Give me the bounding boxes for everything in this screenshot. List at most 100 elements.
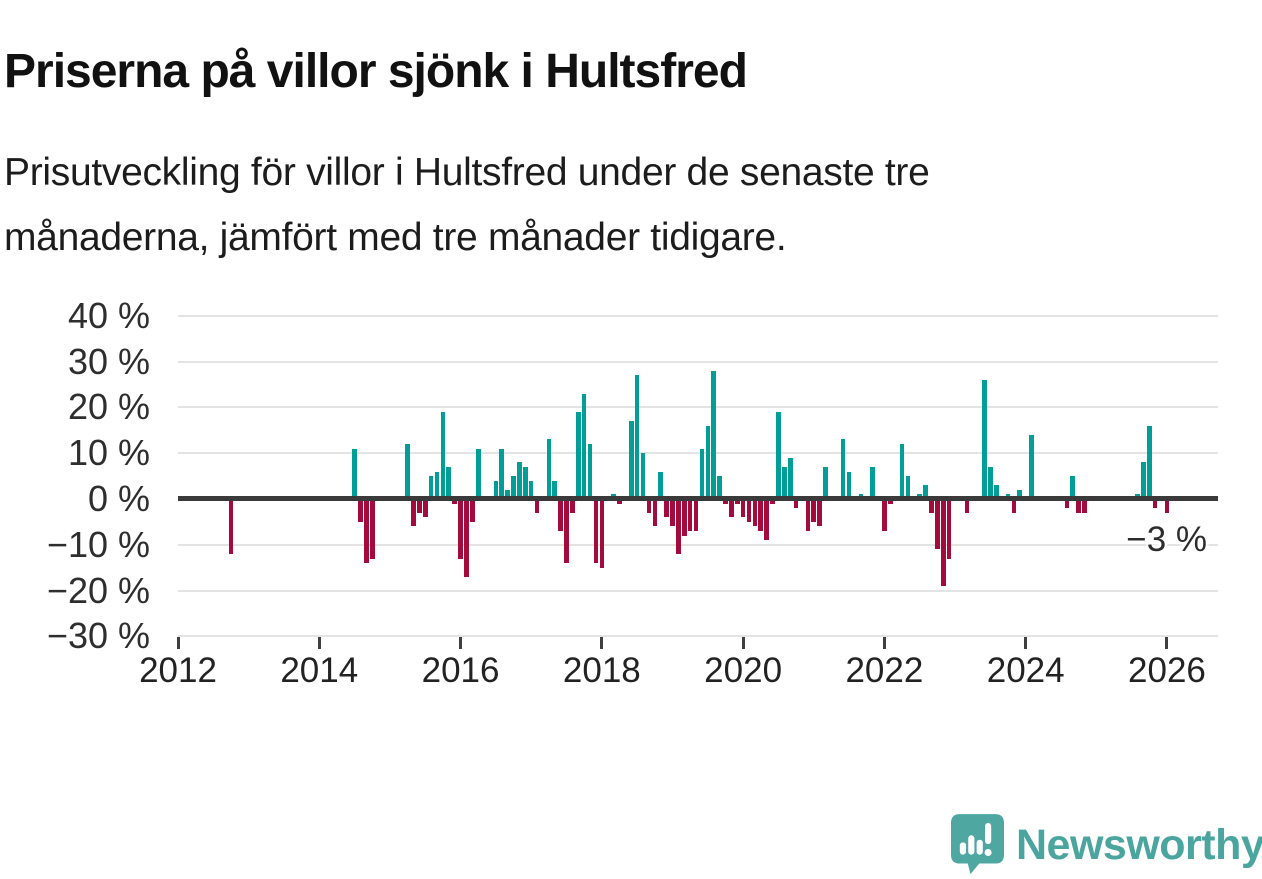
bar: [823, 466, 828, 499]
x-axis-label: 2018: [562, 651, 641, 690]
x-axis-tick: [1024, 637, 1028, 649]
bar: [793, 499, 799, 509]
bar: [470, 499, 475, 522]
y-axis-label: 40 %: [67, 294, 150, 336]
latest-value-label: −3 %: [1126, 520, 1207, 559]
bar: [717, 476, 722, 499]
bar: [405, 444, 410, 499]
bar: [428, 476, 434, 499]
bar: [1164, 499, 1170, 513]
bar: [523, 466, 528, 499]
x-axis-tick: [741, 637, 745, 649]
bar: [493, 480, 499, 499]
bar: [887, 499, 893, 504]
bar: [552, 480, 558, 499]
bar: [1076, 499, 1081, 513]
bar: [923, 485, 928, 499]
bar: [787, 457, 793, 499]
bar: [528, 480, 534, 499]
bar: [770, 499, 775, 504]
y-axis-label: −10 %: [46, 523, 150, 565]
bar: [670, 499, 675, 527]
bar: [1082, 499, 1087, 513]
x-axis-label: 2022: [845, 651, 924, 690]
bar: [988, 466, 993, 499]
gridline: [178, 635, 1218, 638]
gridline: [178, 543, 1218, 546]
bar: [899, 444, 905, 499]
x-axis-tick: [1165, 637, 1169, 649]
bar: [364, 499, 369, 564]
bar: [499, 448, 505, 499]
bar: [1070, 476, 1076, 499]
bar: [546, 439, 552, 499]
bar: [964, 499, 970, 513]
bar: [534, 499, 540, 513]
bar: [517, 462, 522, 499]
bar: [628, 421, 634, 499]
bar: [505, 489, 510, 499]
y-axis-label: −30 %: [46, 615, 150, 657]
bar: [681, 499, 687, 536]
bar: [993, 485, 999, 499]
bar: [846, 471, 852, 499]
bar: [446, 466, 452, 499]
bar: [870, 466, 875, 499]
y-axis-label: 30 %: [67, 340, 150, 382]
bar: [882, 499, 887, 532]
bar: [640, 453, 646, 499]
bar: [652, 499, 658, 527]
bar: [593, 499, 599, 564]
newsworthy-logo-icon: [951, 814, 1004, 875]
bar: [687, 499, 693, 532]
bar: [664, 499, 669, 518]
bar: [564, 499, 569, 564]
bar: [946, 499, 952, 559]
chart-subtitle-line1: Prisutveckling för villor i Hultsfred un…: [4, 151, 930, 194]
y-axis-label: 0 %: [87, 478, 150, 519]
bar: [358, 499, 363, 522]
bar: [752, 499, 758, 527]
bar: [646, 499, 652, 513]
x-axis-label: 2014: [280, 651, 359, 690]
chart-subtitle: Prisutveckling för villor i Hultsfred un…: [4, 140, 1244, 270]
bar: [1029, 434, 1034, 499]
gridline: [178, 406, 1218, 409]
bar: [817, 499, 822, 527]
bar: [705, 425, 711, 499]
x-axis-label: 2026: [1128, 651, 1206, 690]
bar: [575, 411, 581, 499]
zero-line: [178, 496, 1218, 501]
bar: [411, 499, 416, 527]
bar: [811, 499, 817, 522]
bar: [1147, 425, 1152, 499]
bar: [452, 499, 457, 504]
bar: [805, 499, 811, 532]
bar: [634, 375, 640, 499]
bar: [776, 411, 781, 499]
bar: [740, 499, 746, 518]
bar: [458, 499, 463, 559]
y-axis-label: −20 %: [46, 569, 150, 611]
bar: [723, 499, 728, 504]
bar: [734, 499, 740, 504]
bar: [1064, 499, 1070, 509]
bar: [658, 471, 663, 499]
bar: [905, 476, 911, 499]
bar: [369, 499, 375, 559]
bar: [729, 499, 734, 518]
bar: [599, 499, 605, 568]
x-axis-tick: [459, 637, 463, 649]
bar: [434, 471, 440, 499]
x-axis-label: 2016: [421, 651, 500, 690]
bar: [617, 499, 622, 504]
bar: [422, 499, 428, 518]
bar: [758, 499, 764, 532]
bar: [352, 448, 357, 499]
bar: [746, 499, 752, 522]
bar: [929, 499, 934, 513]
bar: [558, 499, 563, 532]
bar: [228, 499, 234, 554]
bar: [782, 466, 787, 499]
